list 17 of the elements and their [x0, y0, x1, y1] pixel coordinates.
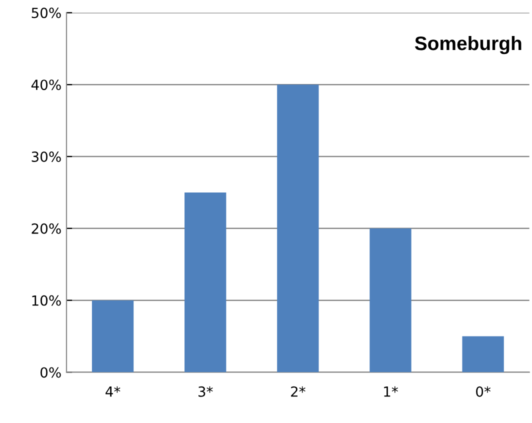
y-tick-label: 50%	[32, 8, 61, 18]
x-tick-label: 3*	[198, 386, 213, 397]
x-tick-label: 2*	[291, 386, 306, 397]
bar	[462, 336, 504, 372]
bar	[92, 300, 134, 372]
x-tick-label: 1*	[384, 386, 398, 397]
y-tick-label: 0%	[40, 367, 61, 378]
y-tick-label: 20%	[32, 223, 61, 234]
x-tick-label: 4*	[106, 386, 120, 397]
bar	[370, 228, 412, 372]
y-tick-label: 40%	[31, 80, 61, 90]
y-tick-label: 30%	[32, 151, 61, 162]
text: Someburgh	[414, 36, 522, 54]
bar	[184, 192, 226, 372]
y-tick-label: 10%	[32, 295, 61, 306]
bar	[277, 84, 319, 372]
x-tick-label: 0*	[476, 386, 491, 397]
